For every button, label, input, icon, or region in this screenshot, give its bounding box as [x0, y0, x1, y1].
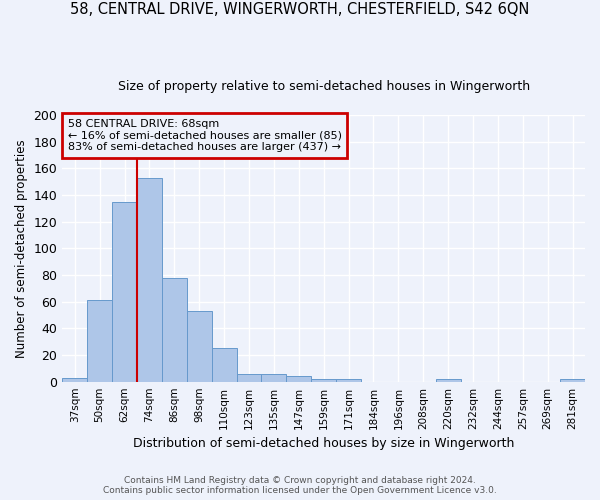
Bar — [286, 376, 311, 382]
Text: 58 CENTRAL DRIVE: 68sqm
← 16% of semi-detached houses are smaller (85)
83% of se: 58 CENTRAL DRIVE: 68sqm ← 16% of semi-de… — [68, 119, 341, 152]
Bar — [62, 378, 87, 382]
Bar — [187, 311, 212, 382]
Bar — [87, 300, 112, 382]
Bar — [137, 178, 162, 382]
X-axis label: Distribution of semi-detached houses by size in Wingerworth: Distribution of semi-detached houses by … — [133, 437, 514, 450]
Bar — [162, 278, 187, 382]
Bar — [112, 202, 137, 382]
Bar — [336, 379, 361, 382]
Text: Contains HM Land Registry data © Crown copyright and database right 2024.
Contai: Contains HM Land Registry data © Crown c… — [103, 476, 497, 495]
Bar — [262, 374, 286, 382]
Y-axis label: Number of semi-detached properties: Number of semi-detached properties — [15, 139, 28, 358]
Bar — [436, 379, 461, 382]
Text: 58, CENTRAL DRIVE, WINGERWORTH, CHESTERFIELD, S42 6QN: 58, CENTRAL DRIVE, WINGERWORTH, CHESTERF… — [70, 2, 530, 18]
Bar — [212, 348, 236, 382]
Bar — [236, 374, 262, 382]
Bar — [311, 379, 336, 382]
Bar — [560, 379, 585, 382]
Title: Size of property relative to semi-detached houses in Wingerworth: Size of property relative to semi-detach… — [118, 80, 530, 93]
